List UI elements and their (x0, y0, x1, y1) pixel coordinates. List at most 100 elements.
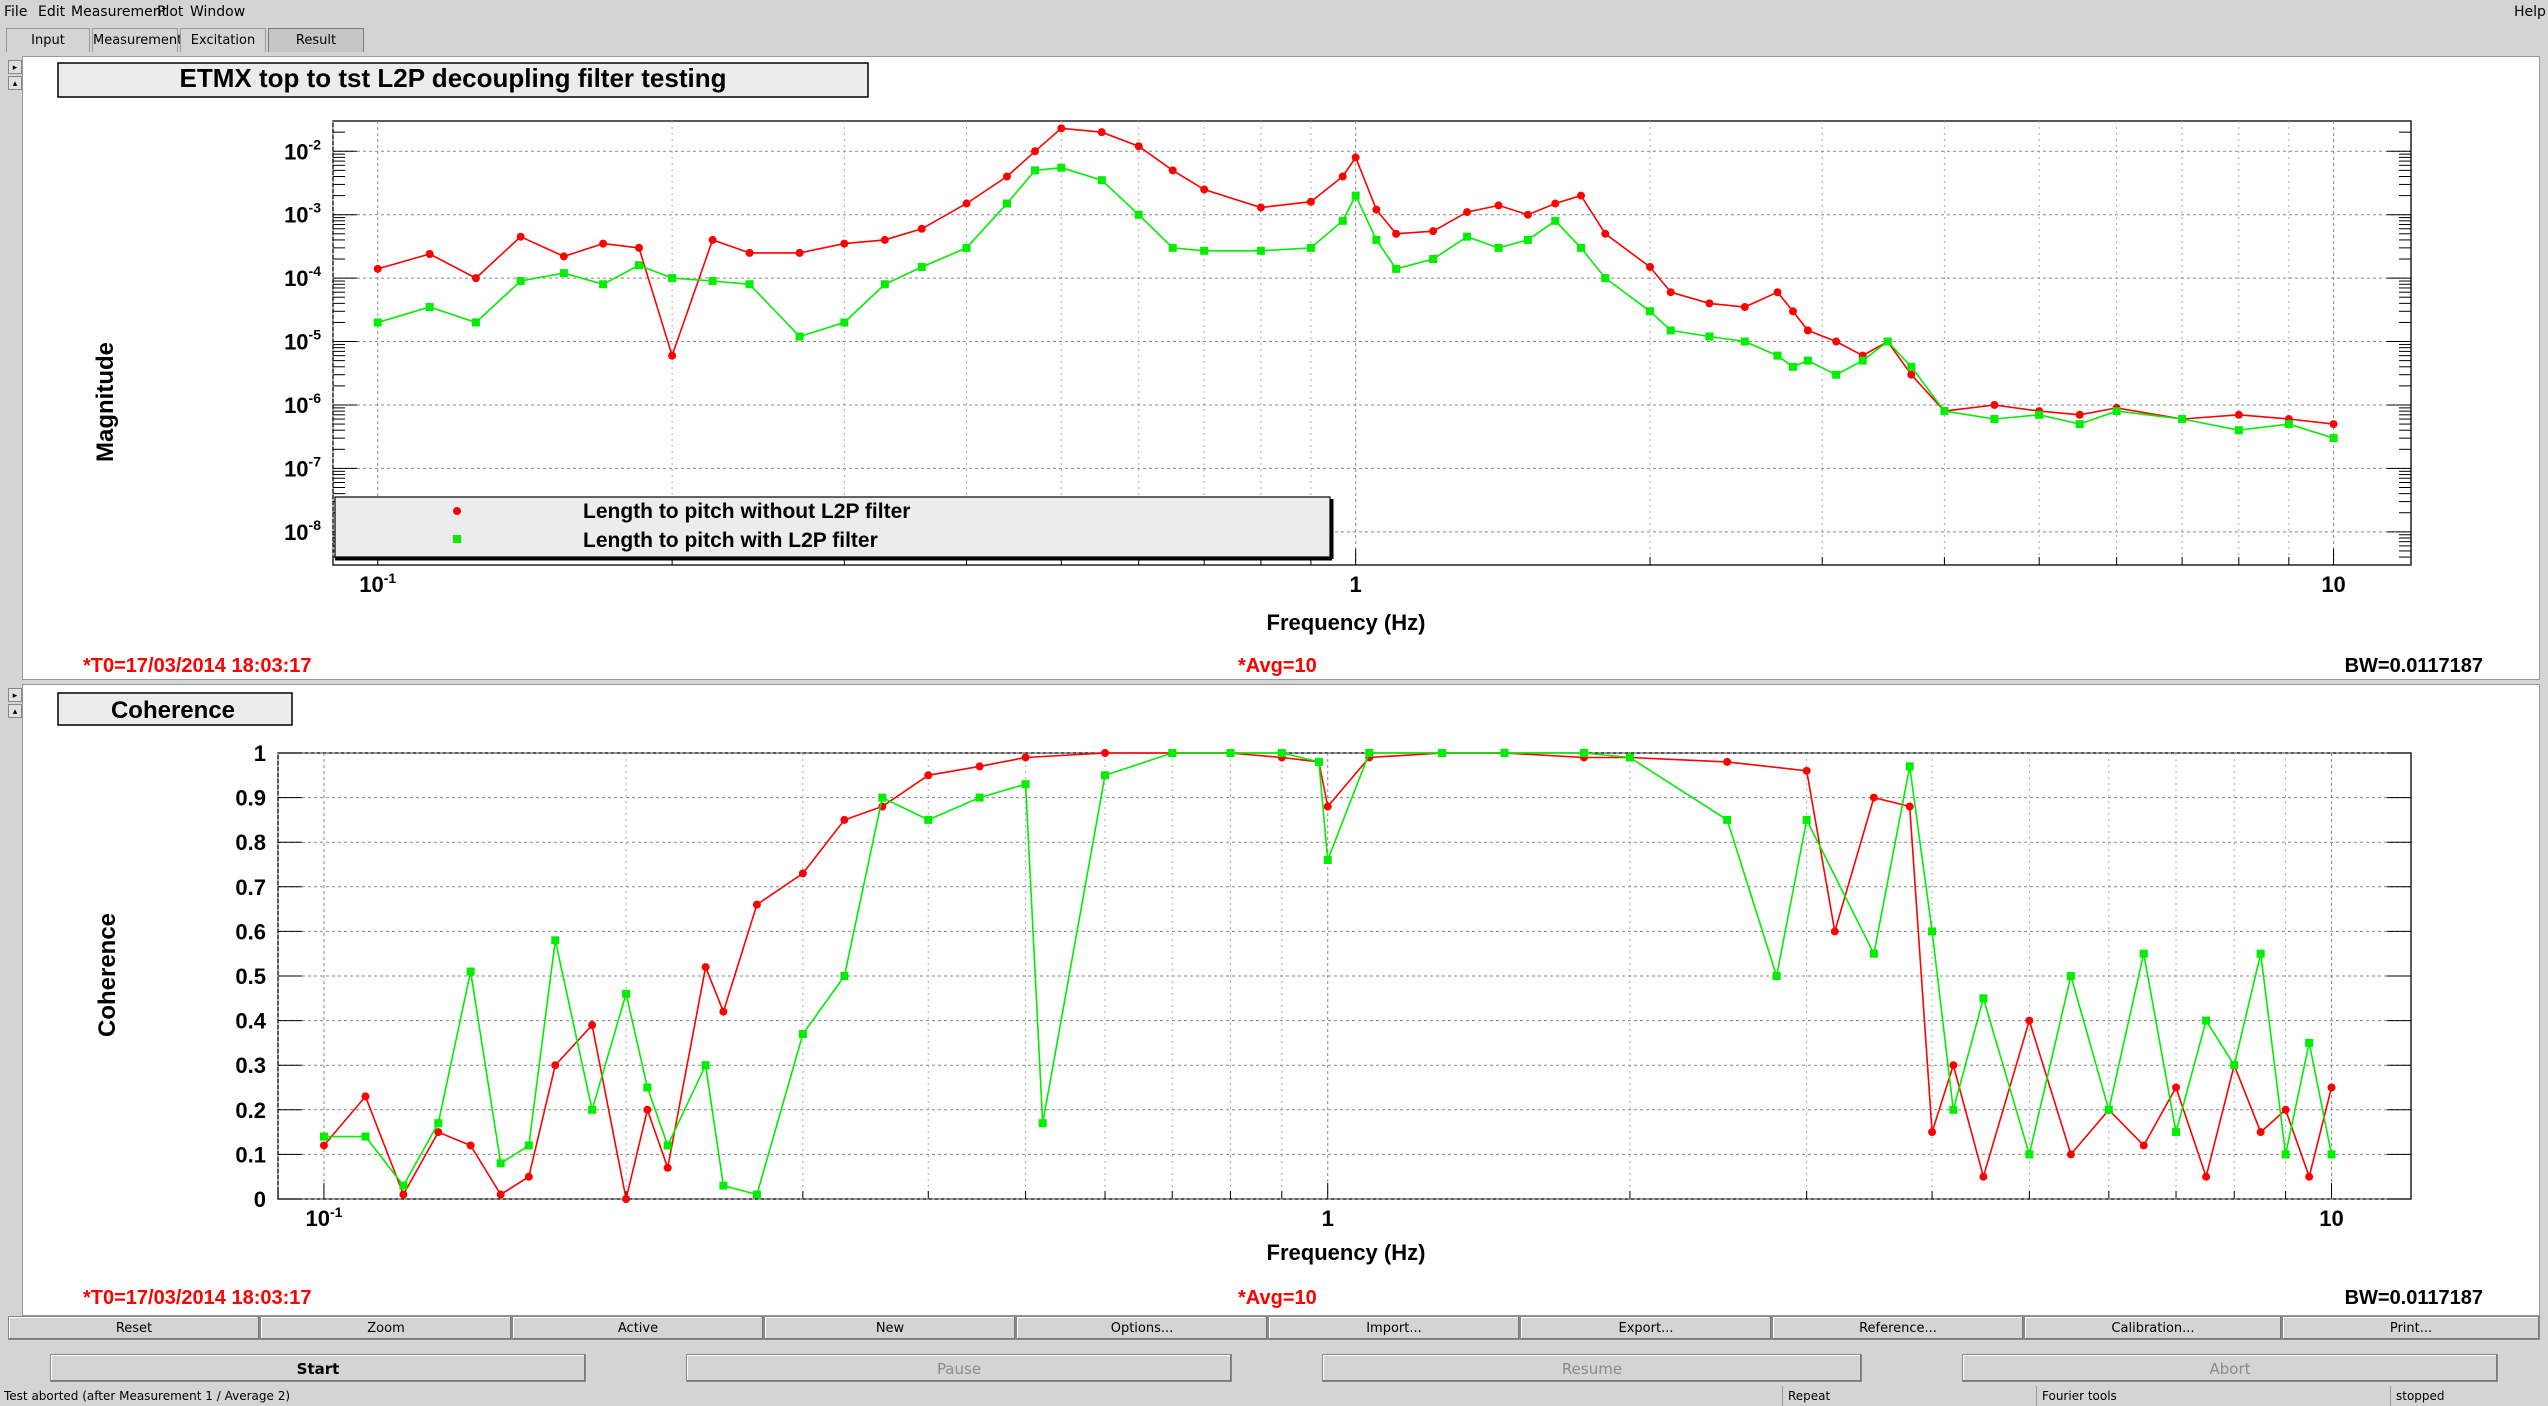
data-point (588, 1021, 597, 1030)
data-point (1832, 370, 1841, 379)
data-point (1323, 856, 1332, 865)
data-point (962, 243, 971, 252)
data-point (1101, 749, 1110, 757)
data-point (1907, 370, 1916, 379)
data-point (1134, 142, 1143, 151)
data-point (1666, 326, 1675, 335)
print-button[interactable]: Print... (2282, 1316, 2540, 1340)
menu-edit[interactable]: Edit (38, 4, 66, 20)
plot-title: ETMX top to tst L2P decoupling filter te… (180, 63, 727, 93)
data-point (1372, 205, 1381, 214)
collapse-arrow-icon-2[interactable]: ▴ (8, 704, 22, 718)
pause-button[interactable]: Pause (686, 1354, 1232, 1382)
data-point (1601, 274, 1610, 283)
data-point (599, 280, 608, 289)
data-point (1030, 147, 1039, 156)
expand-arrow-icon[interactable]: ▸ (8, 60, 22, 74)
data-point (719, 1007, 728, 1016)
active-button[interactable]: Active (512, 1316, 764, 1340)
data-point (752, 1190, 761, 1199)
data-point (361, 1092, 370, 1101)
data-point (1314, 757, 1323, 766)
zoom-button[interactable]: Zoom (260, 1316, 512, 1340)
abort-button[interactable]: Abort (1962, 1354, 2498, 1382)
data-point (2329, 420, 2338, 429)
magnitude-chart[interactable]: ETMX top to tst L2P decoupling filter te… (23, 57, 2539, 679)
tab-result[interactable]: Result (268, 28, 364, 52)
expand-arrow-icon-2[interactable]: ▸ (8, 688, 22, 702)
data-point (2035, 410, 2044, 419)
options-button[interactable]: Options... (1016, 1316, 1268, 1340)
y-tick-label: 0.9 (235, 786, 266, 811)
data-point (1038, 1119, 1047, 1128)
data-point (1338, 216, 1347, 225)
data-point (2112, 407, 2121, 416)
data-point (701, 1061, 710, 1070)
magnitude-plot-panel[interactable]: ETMX top to tst L2P decoupling filter te… (22, 56, 2540, 680)
x-axis-label-2: Frequency (Hz) (1267, 1240, 1426, 1265)
data-point (795, 332, 804, 341)
data-point (840, 239, 849, 248)
y-tick-label: 0.2 (235, 1098, 266, 1123)
data-point (643, 1083, 652, 1092)
data-point (2139, 1141, 2148, 1150)
data-point (1979, 1172, 1988, 1181)
bw-label-2: BW=0.0117187 (2345, 1287, 2483, 1309)
menu-help[interactable]: Help (2514, 4, 2546, 20)
reset-button[interactable]: Reset (8, 1316, 260, 1340)
data-point (1021, 753, 1030, 762)
data-point (798, 1029, 807, 1038)
import-button[interactable]: Import... (1268, 1316, 1520, 1340)
status-state: stopped (2396, 1389, 2445, 1403)
data-point (2305, 1172, 2314, 1181)
resume-button[interactable]: Resume (1322, 1354, 1862, 1382)
data-point (551, 1061, 560, 1070)
data-point (1905, 762, 1914, 771)
data-point (1463, 232, 1472, 241)
menu-window[interactable]: Window (190, 4, 246, 20)
plot-title-box (57, 62, 869, 98)
data-point (471, 318, 480, 327)
data-point (1646, 307, 1655, 316)
data-point (516, 232, 525, 241)
data-point (1940, 407, 1949, 416)
menu-file[interactable]: File (4, 4, 28, 20)
y-tick-label: 10-4 (284, 263, 321, 291)
data-point (1523, 235, 1532, 244)
data-point (1577, 243, 1586, 252)
menu-plot[interactable]: Plot (157, 4, 184, 20)
plot-title-box-2 (57, 692, 293, 726)
data-point (1601, 229, 1610, 238)
data-point (319, 1132, 328, 1141)
calibration-button[interactable]: Calibration... (2024, 1316, 2282, 1340)
data-point (840, 815, 849, 824)
data-point (880, 235, 889, 244)
data-point (516, 277, 525, 286)
data-point (975, 793, 984, 802)
bw-label: BW=0.0117187 (2345, 655, 2483, 677)
t0-label: *T0=17/03/2014 18:03:17 (83, 655, 312, 677)
coherence-plot-panel[interactable]: Coherence Coherence Frequency (Hz) *T0=1… (22, 684, 2540, 1316)
x-tick-label: 10 (2319, 1206, 2343, 1231)
data-point (1646, 262, 1655, 271)
data-point (719, 1181, 728, 1190)
data-point (1705, 332, 1714, 341)
series-line (323, 752, 2333, 1196)
data-point (373, 318, 382, 327)
tab-excitation[interactable]: Excitation (180, 28, 266, 52)
new-button[interactable]: New (764, 1316, 1016, 1340)
data-point (1802, 766, 1811, 775)
start-button[interactable]: Start (50, 1354, 586, 1382)
tab-input[interactable]: Input (6, 28, 90, 52)
menu-measurement[interactable]: Measurement (71, 4, 168, 20)
coherence-chart[interactable]: Coherence Coherence Frequency (Hz) *T0=1… (23, 685, 2539, 1315)
data-point (1979, 994, 1988, 1003)
data-point (1030, 166, 1039, 175)
export-button[interactable]: Export... (1520, 1316, 1772, 1340)
data-point (1858, 356, 1867, 365)
reference-button[interactable]: Reference... (1772, 1316, 2024, 1340)
data-point (745, 280, 754, 289)
collapse-arrow-icon[interactable]: ▴ (8, 76, 22, 90)
y-tick-label: 0.3 (235, 1053, 266, 1078)
tab-measurement[interactable]: Measurement (92, 28, 182, 52)
